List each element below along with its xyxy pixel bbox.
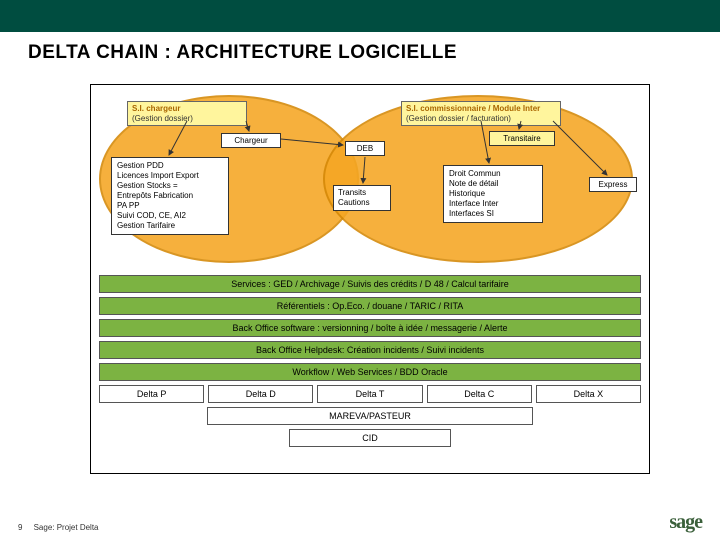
venn-area: S.I. chargeur (Gestion dossier) S.I. com… [91, 85, 649, 271]
br0: Droit Commun [449, 169, 537, 179]
si-left-l2: (Gestion dossier) [132, 114, 242, 124]
bar-mareva: MAREVA/PASTEUR [207, 407, 532, 425]
br3: Interface Inter [449, 199, 537, 209]
bl1: Licences Import Export [117, 171, 223, 181]
tr1: Cautions [338, 198, 386, 208]
br1: Note de détail [449, 179, 537, 189]
label-express: Express [589, 177, 637, 192]
bar-services: Services : GED / Archivage / Suivis des … [99, 275, 641, 293]
sage-logo: sage [669, 511, 702, 534]
bl5: Suivi COD, CE, AI2 [117, 211, 223, 221]
br2: Historique [449, 189, 537, 199]
bl6: Gestion Tarifaire [117, 221, 223, 231]
bl2: Gestion Stocks = [117, 181, 223, 191]
top-bar [0, 0, 720, 32]
delta-d: Delta D [208, 385, 313, 403]
si-chargeur-box: S.I. chargeur (Gestion dossier) [127, 101, 247, 126]
label-chargeur: Chargeur [221, 133, 281, 148]
bar-backoffice-sw: Back Office software : versionning / boî… [99, 319, 641, 337]
page-number: 9 [18, 523, 22, 532]
si-commissionnaire-box: S.I. commissionnaire / Module Inter (Ges… [401, 101, 561, 126]
tr0: Transits [338, 188, 386, 198]
bl4: PA PP [117, 201, 223, 211]
delta-t: Delta T [317, 385, 422, 403]
footer-text: Sage: Projet Delta [34, 523, 99, 532]
bl3: Entrepôts Fabrication [117, 191, 223, 201]
page-title: DELTA CHAIN : ARCHITECTURE LOGICIELLE [0, 32, 720, 70]
diagram-frame: S.I. chargeur (Gestion dossier) S.I. com… [90, 84, 650, 474]
br4: Interfaces SI [449, 209, 537, 219]
delta-row: Delta P Delta D Delta T Delta C Delta X [99, 385, 641, 403]
label-deb: DEB [345, 141, 385, 156]
bar-referentiels: Référentiels : Op.Eco. / douane / TARIC … [99, 297, 641, 315]
delta-p: Delta P [99, 385, 204, 403]
delta-x: Delta X [536, 385, 641, 403]
box-transits: Transits Cautions [333, 185, 391, 211]
si-right-l2: (Gestion dossier / facturation) [406, 114, 556, 124]
bar-cid: CID [289, 429, 452, 447]
bars-stack: Services : GED / Archivage / Suivis des … [99, 275, 641, 447]
bl0: Gestion PDD [117, 161, 223, 171]
bar-workflow: Workflow / Web Services / BDD Oracle [99, 363, 641, 381]
si-left-l1: S.I. chargeur [132, 104, 242, 114]
box-chargeur-list: Gestion PDD Licences Import Export Gesti… [111, 157, 229, 235]
box-transitaire-list: Droit Commun Note de détail Historique I… [443, 165, 543, 223]
footer: 9 Sage: Projet Delta [18, 523, 99, 532]
delta-c: Delta C [427, 385, 532, 403]
label-transitaire: Transitaire [489, 131, 555, 146]
si-right-l1: S.I. commissionnaire / Module Inter [406, 104, 556, 114]
bar-backoffice-hd: Back Office Helpdesk: Création incidents… [99, 341, 641, 359]
